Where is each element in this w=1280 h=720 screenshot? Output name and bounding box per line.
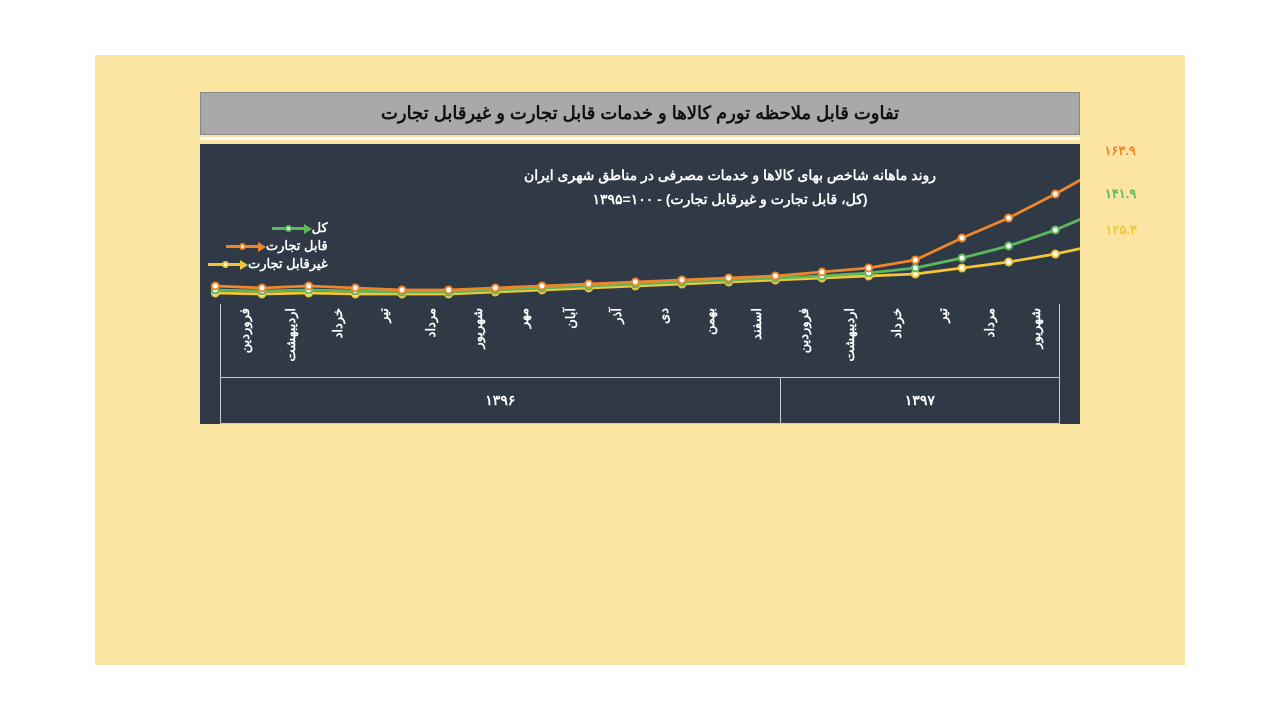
chart-title: تفاوت قابل ملاحظه تورم کالاها و خدمات قا… [200, 92, 1080, 135]
end-label-nontradable: ۱۲۵.۳ [1105, 222, 1137, 238]
marker-tradable [492, 285, 499, 292]
month-cell: فروردین [780, 304, 827, 378]
marker-tradable [632, 279, 639, 286]
month-cell: دی [640, 304, 687, 378]
month-cell: خرداد [314, 304, 361, 378]
month-cell: شهریور [454, 304, 501, 378]
month-label: شهریور [1028, 308, 1043, 349]
month-label: مرداد [982, 308, 997, 337]
marker-tradable [959, 235, 966, 242]
month-cell: تیر [919, 304, 966, 378]
end-label-total: ۱۴۱.۹ [1105, 186, 1137, 202]
marker-tradable [305, 283, 312, 290]
marker-tradable [912, 257, 919, 264]
month-cell: اسفند [733, 304, 780, 378]
month-label: اسفند [749, 308, 764, 340]
month-label: آبان [563, 308, 578, 329]
month-label: خرداد [330, 308, 345, 338]
marker-tradable [772, 273, 779, 280]
month-cell: آذر [594, 304, 641, 378]
marker-nontradable [1052, 251, 1059, 258]
month-label: مهر [516, 308, 531, 328]
series-total [215, 210, 1080, 292]
month-cell: بهمن [687, 304, 734, 378]
month-cell: اردیبهشت [268, 304, 315, 378]
month-label: اردیبهشت [842, 308, 857, 362]
month-cell: اردیبهشت [826, 304, 873, 378]
month-label: تیر [935, 308, 950, 323]
month-cell: آبان [547, 304, 594, 378]
month-label: شهریور [470, 308, 485, 349]
marker-tradable [399, 287, 406, 294]
marker-total [1005, 243, 1012, 250]
marker-tradable [819, 269, 826, 276]
month-label: بهمن [702, 308, 717, 335]
marker-nontradable [1005, 259, 1012, 266]
month-label: اردیبهشت [283, 308, 298, 362]
marker-tradable [865, 265, 872, 272]
month-label: تیر [376, 308, 391, 323]
month-cell: فروردین [221, 304, 268, 378]
month-label: دی [656, 308, 671, 324]
series-tradable [215, 168, 1080, 290]
x-axis: فروردین اردیبهشت خرداد تیر مرداد شهریور مهر آبا… [220, 304, 1060, 424]
marker-nontradable [959, 265, 966, 272]
month-cell: خرداد [873, 304, 920, 378]
plot-area: روند ماهانه شاخص بهای کالاها و خدمات مصر… [200, 144, 1080, 424]
marker-tradable [445, 287, 452, 294]
marker-total [959, 255, 966, 262]
month-cell: مرداد [966, 304, 1013, 378]
title-underline [200, 137, 1080, 140]
marker-total [912, 265, 919, 272]
year-1396: ۱۳۹۶ [221, 377, 780, 423]
marker-tradable [1005, 215, 1012, 222]
marker-tradable [259, 285, 266, 292]
marker-tradable [679, 277, 686, 284]
month-cell: مرداد [407, 304, 454, 378]
month-labels: فروردین اردیبهشت خرداد تیر مرداد شهریور مهر آبا… [221, 304, 1059, 378]
marker-tradable [585, 281, 592, 288]
marker-tradable [1052, 191, 1059, 198]
month-label: آذر [609, 308, 624, 324]
marker-tradable [212, 283, 219, 290]
marker-tradable [539, 283, 546, 290]
year-1397: ۱۳۹۷ [780, 377, 1059, 423]
year-labels: ۱۳۹۶۱۳۹۷ [221, 377, 1059, 423]
month-cell: تیر [361, 304, 408, 378]
marker-tradable [725, 275, 732, 282]
month-cell: شهریور [1013, 304, 1060, 378]
marker-tradable [352, 285, 359, 292]
marker-total [1052, 227, 1059, 234]
month-label: فروردین [237, 308, 252, 353]
month-label: مرداد [423, 308, 438, 337]
end-label-tradable: ۱۶۳.۹ [1104, 143, 1136, 159]
month-label: خرداد [889, 308, 904, 338]
month-label: فروردین [796, 308, 811, 353]
chart-card: تفاوت قابل ملاحظه تورم کالاها و خدمات قا… [200, 92, 1080, 424]
month-cell: مهر [500, 304, 547, 378]
